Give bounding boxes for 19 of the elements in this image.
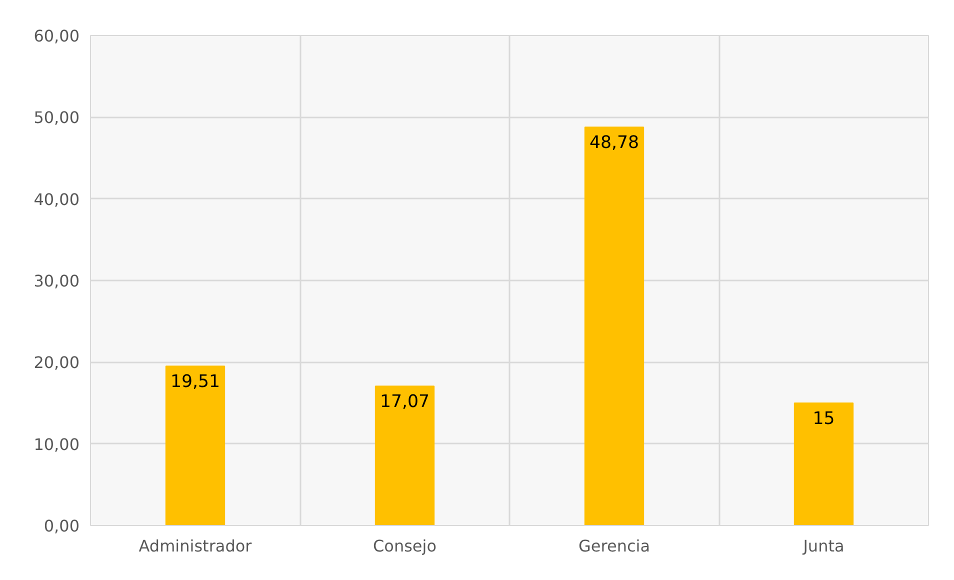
bar [584, 126, 644, 526]
bar [165, 366, 226, 526]
y-tick-label: 40,00 [34, 190, 80, 209]
y-tick-label: 10,00 [34, 434, 80, 454]
y-tick-label: 20,00 [34, 353, 80, 372]
x-tick-label: Consejo [372, 536, 437, 556]
data-label: 19,51 [170, 372, 220, 392]
y-tick-label: 50,00 [34, 108, 80, 128]
y-tick-label: 60,00 [34, 26, 80, 46]
x-tick-label: Administrador [138, 536, 252, 556]
y-tick-label: 30,00 [34, 272, 80, 290]
y-tick-label: 0,00 [44, 516, 80, 536]
data-label: 15 [812, 409, 835, 429]
bar [374, 386, 435, 526]
x-tick-label: Gerencia [578, 536, 650, 556]
data-label: 48,78 [589, 133, 640, 154]
bar [794, 402, 854, 526]
x-tick-label: Junta [802, 536, 844, 556]
data-label: 17,07 [380, 392, 430, 412]
